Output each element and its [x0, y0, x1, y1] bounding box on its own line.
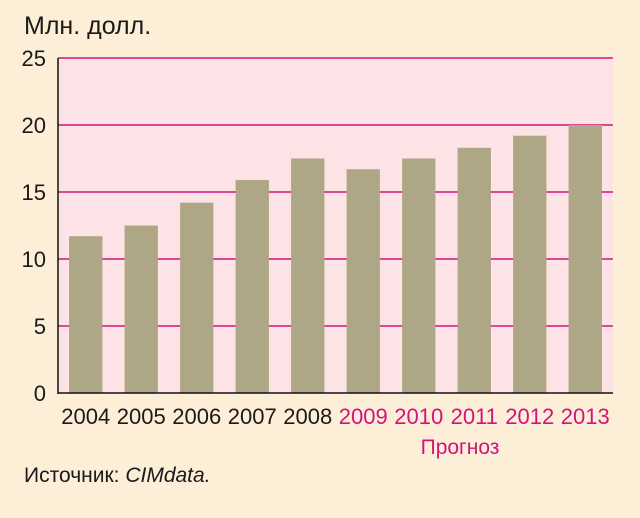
y-tick-label: 15	[22, 180, 46, 205]
y-tick-label: 20	[22, 113, 46, 138]
x-tick-label: 2010	[394, 404, 443, 429]
x-tick-label: 2007	[228, 404, 277, 429]
bar-2007	[235, 179, 269, 393]
x-tick-label: 2008	[283, 404, 332, 429]
bar-2010	[402, 158, 436, 393]
source-note: Источник: CIMdata.	[24, 464, 211, 487]
y-tick-label: 10	[22, 247, 46, 272]
source-name: CIMdata.	[125, 464, 210, 487]
x-tick-label: 2013	[561, 404, 610, 429]
x-tick-label: 2005	[117, 404, 166, 429]
bar-2006	[180, 202, 214, 393]
bar-2012	[513, 135, 547, 393]
bar-2005	[124, 225, 158, 393]
source-label: Источник:	[24, 464, 119, 487]
bar-2008	[291, 158, 325, 393]
y-tick-label: 0	[34, 381, 46, 406]
x-tick-label: 2011	[451, 404, 498, 429]
bar-2009	[346, 169, 380, 393]
forecast-label: Прогноз	[421, 436, 500, 459]
bar-2013	[568, 125, 602, 393]
bars	[69, 125, 602, 393]
x-tick-label: 2004	[61, 404, 110, 429]
bar-2011	[457, 147, 491, 393]
bar-2004	[69, 236, 103, 393]
x-tick-label: 2012	[505, 404, 554, 429]
y-tick-label: 5	[34, 314, 46, 339]
x-tick-label: 2009	[339, 404, 388, 429]
y-unit-label: Млн. долл.	[24, 12, 151, 40]
y-tick-labels: 0 5 10 15 20 25	[22, 46, 46, 406]
y-tick-label: 25	[22, 46, 46, 71]
x-tick-labels: 2004 2005 2006 2007 2008 2009 2010 2011 2012 2013	[61, 404, 609, 429]
x-tick-label: 2006	[172, 404, 221, 429]
